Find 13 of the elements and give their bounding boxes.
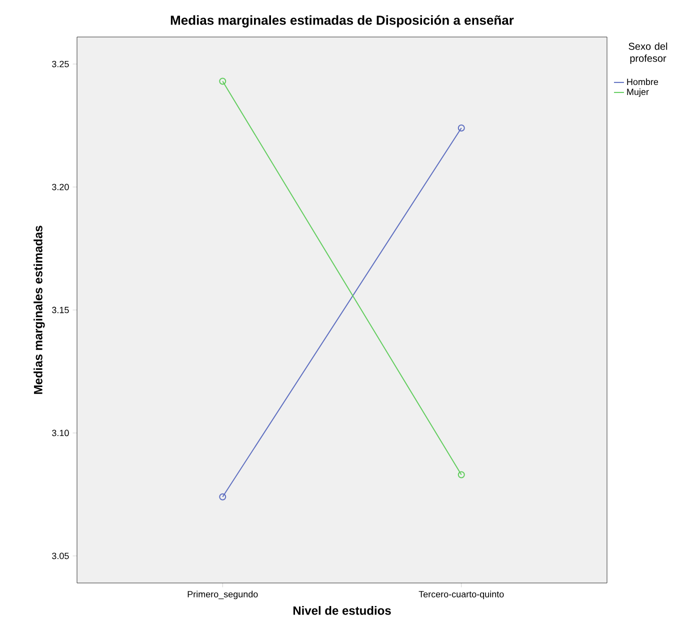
x-tick-label: Primero_segundo	[188, 590, 258, 600]
chart-title: Medias marginales estimadas de Disposición a enseñar	[170, 15, 514, 28]
y-tick-label: 3.10	[52, 430, 69, 436]
legend-title: Sexo del profesor	[628, 42, 668, 64]
y-tick-label: 3.15	[52, 306, 69, 314]
y-tick-label: 3.25	[52, 60, 69, 68]
x-axis-title: Nivel de estudios	[293, 606, 391, 615]
legend-label: Mujer	[627, 88, 649, 97]
y-tick-label: 3.20	[52, 184, 69, 190]
y-tick-label: 3.05	[52, 552, 69, 560]
y-axis-title: Medias marginales estimadas	[34, 226, 45, 394]
x-tick-label: Tercero-cuarto-quinto	[418, 590, 504, 600]
legend-label: Hombre	[627, 78, 658, 86]
